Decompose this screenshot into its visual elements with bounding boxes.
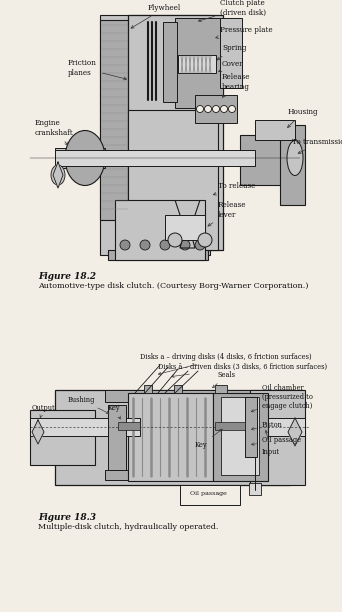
- Text: Clutch plate
(driven disk): Clutch plate (driven disk): [198, 0, 266, 21]
- Bar: [213, 393, 268, 481]
- Bar: [128, 110, 218, 250]
- Bar: [30, 410, 95, 465]
- Text: Bushing: Bushing: [68, 396, 109, 414]
- Bar: [163, 22, 177, 102]
- Circle shape: [140, 240, 150, 250]
- Bar: [165, 215, 205, 240]
- Text: Output: Output: [32, 404, 56, 417]
- Circle shape: [205, 105, 211, 113]
- Bar: [55, 150, 255, 166]
- Text: Seals: Seals: [213, 371, 236, 387]
- Polygon shape: [288, 418, 302, 446]
- Bar: [100, 15, 210, 255]
- Circle shape: [198, 233, 212, 247]
- Polygon shape: [53, 162, 63, 188]
- Bar: [108, 405, 126, 470]
- Bar: [180, 485, 240, 505]
- Bar: [55, 148, 105, 168]
- Bar: [280, 125, 305, 205]
- Ellipse shape: [287, 141, 303, 176]
- Bar: [240, 135, 295, 185]
- Bar: [250, 390, 305, 485]
- Bar: [105, 470, 280, 480]
- Text: Release
bearing: Release bearing: [222, 73, 250, 97]
- Circle shape: [168, 233, 182, 247]
- Text: Flywheel: Flywheel: [131, 4, 181, 28]
- Circle shape: [221, 105, 227, 113]
- Text: Figure 18.2: Figure 18.2: [38, 272, 96, 281]
- Text: Friction
planes: Friction planes: [68, 59, 127, 80]
- Bar: [255, 120, 295, 140]
- Bar: [220, 18, 242, 88]
- Text: Release
lever: Release lever: [208, 201, 247, 226]
- Bar: [249, 483, 261, 495]
- Text: Spring: Spring: [217, 44, 247, 60]
- Text: Disks ā – driven disks (3 disks, 6 friction surfaces): Disks ā – driven disks (3 disks, 6 frict…: [158, 363, 327, 378]
- Bar: [175, 18, 223, 108]
- Text: Cover: Cover: [219, 60, 244, 72]
- Text: Engine
crankshaft: Engine crankshaft: [35, 119, 74, 145]
- Bar: [144, 385, 152, 393]
- Polygon shape: [32, 420, 44, 444]
- Circle shape: [228, 105, 236, 113]
- Bar: [108, 250, 208, 260]
- Text: Housing: Housing: [288, 108, 319, 127]
- Text: Figure 18.3: Figure 18.3: [38, 513, 96, 522]
- Text: Oil passage: Oil passage: [190, 491, 227, 496]
- Text: To transmission: To transmission: [292, 138, 342, 154]
- Bar: [55, 390, 290, 485]
- Bar: [30, 418, 140, 436]
- Circle shape: [120, 240, 130, 250]
- Bar: [115, 200, 205, 260]
- Ellipse shape: [51, 165, 65, 185]
- Ellipse shape: [65, 130, 105, 185]
- Bar: [174, 385, 182, 393]
- Bar: [215, 422, 245, 430]
- Circle shape: [195, 240, 205, 250]
- Text: Oil chamber
(pressurized to
engage clutch): Oil chamber (pressurized to engage clutc…: [251, 384, 313, 412]
- Text: To release: To release: [213, 182, 255, 195]
- Bar: [128, 15, 223, 250]
- Text: Oil passage: Oil passage: [251, 436, 301, 446]
- Text: Pressure plate: Pressure plate: [216, 26, 273, 39]
- Circle shape: [180, 240, 190, 250]
- Text: Key: Key: [108, 404, 121, 419]
- Bar: [100, 20, 130, 220]
- Text: Disks a – driving disks (4 disks, 6 friction surfaces): Disks a – driving disks (4 disks, 6 fric…: [140, 353, 312, 375]
- Bar: [178, 55, 216, 73]
- Circle shape: [160, 240, 170, 250]
- Text: Multiple-disk clutch, hydraulically operated.: Multiple-disk clutch, hydraulically oper…: [38, 523, 219, 531]
- Bar: [215, 385, 227, 393]
- Circle shape: [197, 105, 203, 113]
- Bar: [245, 397, 257, 457]
- Bar: [118, 422, 140, 430]
- Bar: [221, 397, 259, 475]
- Text: Input: Input: [262, 430, 280, 456]
- Bar: [105, 390, 280, 402]
- Text: Key: Key: [195, 429, 222, 449]
- Bar: [215, 418, 305, 436]
- Circle shape: [212, 105, 220, 113]
- Bar: [195, 95, 237, 123]
- Text: Automotive-type disk clutch. (Courtesy Borg-Warner Corporation.): Automotive-type disk clutch. (Courtesy B…: [38, 282, 308, 290]
- Text: Piston: Piston: [251, 421, 283, 430]
- Bar: [128, 393, 213, 481]
